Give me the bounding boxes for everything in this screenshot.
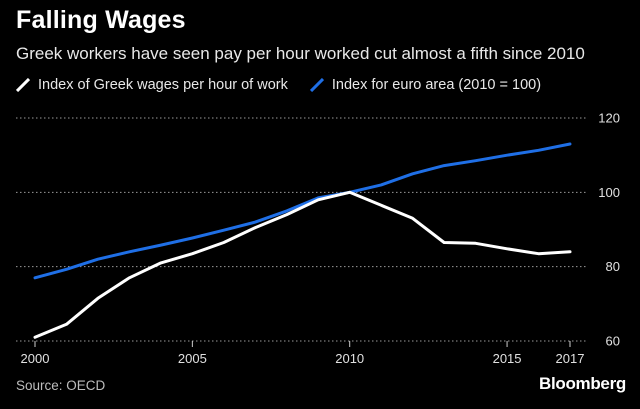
legend-swatch-greek <box>16 78 30 92</box>
y-tick-label: 80 <box>606 259 620 274</box>
chart-legend: Index of Greek wages per hour of work In… <box>16 77 563 93</box>
legend-label-euro: Index for euro area (2010 = 100) <box>331 77 542 93</box>
tick-layer: 60 80 100 120 2000 2005 2010 2015 2017 <box>21 111 620 367</box>
legend-label-greek: Index of Greek wages per hour of work <box>38 77 288 93</box>
x-tick-label: 2017 <box>556 351 585 366</box>
chart-subtitle: Greek workers have seen pay per hour wor… <box>16 44 585 63</box>
legend-item-euro: Index for euro area (2010 = 100) <box>309 77 542 93</box>
source-note: Source: OECD <box>16 378 106 393</box>
x-tick-label: 2015 <box>493 351 522 366</box>
bloomberg-logo: Bloomberg <box>538 374 626 393</box>
chart-title: Falling Wages <box>16 6 186 34</box>
series-layer <box>33 142 572 339</box>
y-tick-label: 100 <box>598 185 620 200</box>
x-tick-label: 2005 <box>178 351 207 366</box>
x-tick-label: 2000 <box>21 351 50 366</box>
y-tick-label: 60 <box>606 334 620 349</box>
grid-layer <box>16 117 586 342</box>
series-line-greek-wages <box>33 190 572 339</box>
y-tick-label: 120 <box>598 111 620 126</box>
x-tick-label: 2010 <box>335 351 364 366</box>
legend-item-greek: Index of Greek wages per hour of work <box>16 77 288 93</box>
legend-swatch-euro <box>309 78 324 92</box>
series-line-euro-area <box>33 142 572 280</box>
